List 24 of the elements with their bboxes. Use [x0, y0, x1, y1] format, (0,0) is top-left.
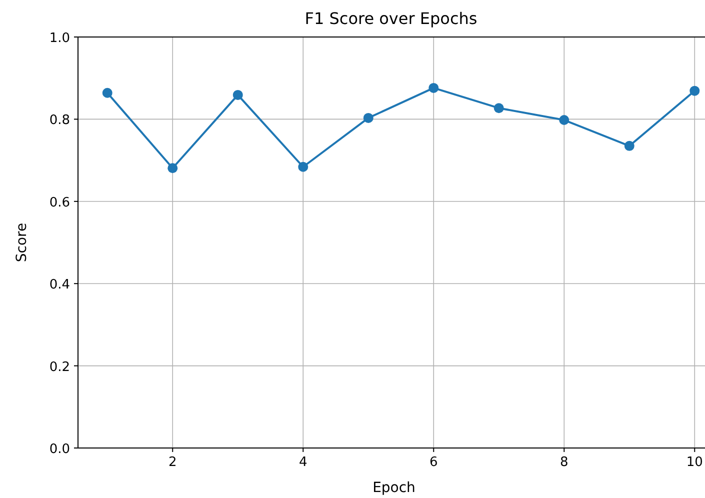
point: [102, 88, 112, 98]
point: [494, 103, 504, 114]
x-axis-title: Epoch: [372, 480, 416, 496]
point: [363, 112, 374, 123]
y-axis-title: Score: [14, 222, 30, 262]
point: [168, 163, 178, 174]
x-tick-label: 2: [168, 455, 177, 470]
y-tick-label: 0.4: [49, 278, 70, 293]
point: [232, 90, 243, 100]
point: [690, 86, 700, 96]
point: [428, 82, 439, 93]
point: [298, 162, 308, 172]
y-tick-label: 0.6: [49, 195, 70, 210]
point: [559, 115, 570, 126]
y-tick-label: 1.0: [49, 31, 70, 46]
y-tick-label: 0.2: [49, 360, 70, 375]
x-tick-label: 10: [686, 455, 703, 470]
y-tick-label: 0.0: [49, 442, 70, 457]
y-tick-label: 0.8: [49, 113, 70, 128]
x-tick-label: 6: [429, 455, 438, 470]
point: [624, 140, 634, 151]
chart-title: F1 Score over Epochs: [304, 9, 478, 28]
x-tick-label: 4: [298, 455, 308, 470]
x-tick-label: 8: [560, 455, 568, 470]
